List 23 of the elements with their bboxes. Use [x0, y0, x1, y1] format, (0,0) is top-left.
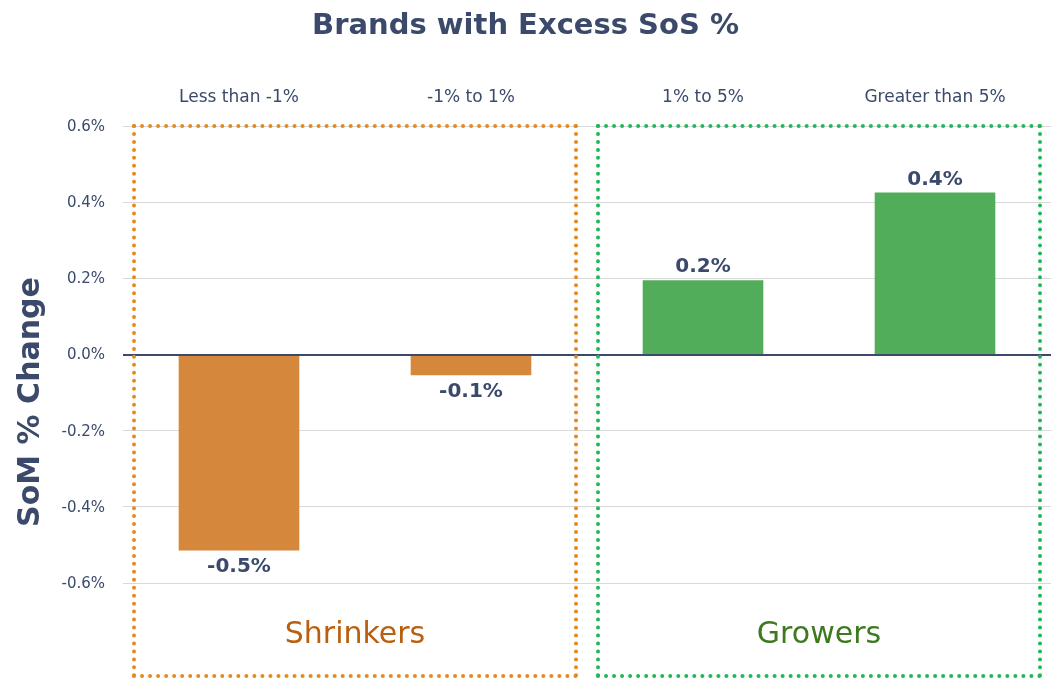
x-tick-label: -1% to 1% [427, 85, 515, 106]
y-tick-label: -0.4% [61, 497, 105, 516]
y-tick-label: 0.0% [66, 345, 105, 364]
x-tick-label: 1% to 5% [662, 85, 744, 106]
bar [410, 354, 532, 376]
y-axis-title: SoM % Change [10, 277, 46, 527]
x-tick-label: Greater than 5% [864, 85, 1006, 106]
y-tick-label: -0.2% [61, 421, 105, 440]
bar [874, 192, 996, 355]
data-label: -0.5% [207, 553, 271, 578]
y-tick-label: 0.4% [66, 193, 105, 212]
x-tick-label: Less than -1% [179, 85, 299, 106]
data-label: 0.2% [675, 253, 731, 278]
data-label: 0.4% [907, 165, 963, 190]
annotation: Shrinkers [283, 615, 427, 650]
data-label: -0.1% [439, 378, 503, 403]
bar [178, 354, 300, 551]
bar [642, 280, 764, 355]
y-tick-label: -0.6% [61, 573, 105, 592]
chart-title: Brands with Excess SoS % [312, 6, 739, 41]
y-tick-label: 0.6% [66, 117, 105, 135]
y-tick-label: 0.2% [66, 269, 105, 288]
annotation: Growers [755, 615, 883, 650]
